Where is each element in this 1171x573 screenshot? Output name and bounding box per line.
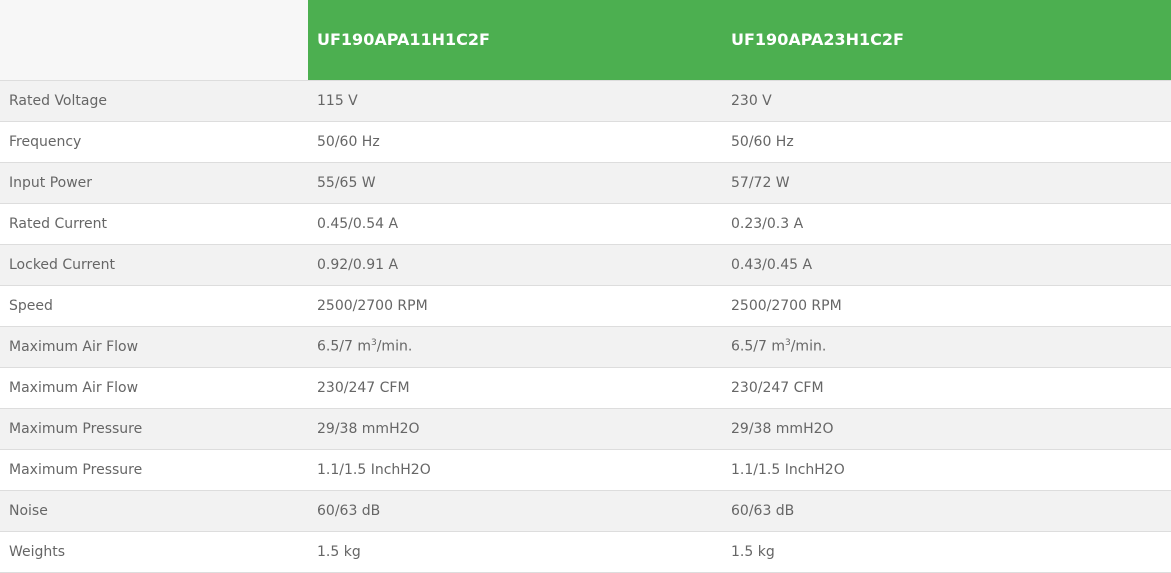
- cell-text: Maximum Pressure: [9, 461, 143, 478]
- cell-text: 1.5 kg: [317, 543, 361, 560]
- cell-text: 1.5 kg: [731, 543, 775, 560]
- table-row: Rated Voltage 115 V 230 V: [0, 79, 1171, 121]
- model-header: UF190APA11H1C2F: [308, 0, 722, 80]
- spec-value: 0.43/0.45 A: [722, 243, 1171, 285]
- spec-label: Weights: [0, 530, 308, 573]
- spec-value: 6.5/7 m3/min.: [722, 325, 1171, 367]
- spec-value: 230 V: [722, 79, 1171, 121]
- spec-value: 29/38 mmH2O: [308, 407, 722, 449]
- spec-label: Locked Current: [0, 243, 308, 285]
- header-row: UF190APA11H1C2F UF190APA23H1C2F: [0, 0, 1171, 80]
- cell-text: 230/247 CFM: [731, 379, 824, 396]
- cell-text: 0.43/0.45 A: [731, 256, 813, 273]
- spec-label: Speed: [0, 284, 308, 326]
- spec-value: 230/247 CFM: [722, 366, 1171, 408]
- spec-value: 0.45/0.54 A: [308, 202, 722, 244]
- cell-text: 29/38 mmH2O: [317, 420, 420, 437]
- spec-label: Maximum Air Flow: [0, 325, 308, 367]
- cell-text: Weights: [9, 543, 66, 560]
- cell-text: 29/38 mmH2O: [731, 420, 834, 437]
- cell-text: 2500/2700 RPM: [317, 297, 428, 314]
- spec-value: 29/38 mmH2O: [722, 407, 1171, 449]
- spec-value: 50/60 Hz: [308, 120, 722, 162]
- cell-text: Noise: [9, 502, 48, 519]
- cell-text: 1.1/1.5 InchH2O: [317, 461, 431, 478]
- table-row: Maximum Pressure 29/38 mmH2O 29/38 mmH2O: [0, 407, 1171, 449]
- cell-text: 0.92/0.91 A: [317, 256, 399, 273]
- spec-label: Noise: [0, 489, 308, 531]
- cell-text: Maximum Air Flow: [9, 379, 139, 396]
- cell-text: Rated Voltage: [9, 92, 107, 109]
- table-row: Speed 2500/2700 RPM 2500/2700 RPM: [0, 284, 1171, 326]
- spec-value: 57/72 W: [722, 161, 1171, 203]
- spec-value: 60/63 dB: [308, 489, 722, 531]
- spec-label: Input Power: [0, 161, 308, 203]
- spec-label: Frequency: [0, 120, 308, 162]
- model-header: UF190APA23H1C2F: [722, 0, 1171, 80]
- spec-label: Maximum Pressure: [0, 448, 308, 490]
- cell-text-tail: /min.: [790, 338, 827, 355]
- spec-value: 1.1/1.5 InchH2O: [308, 448, 722, 490]
- cell-text: 50/60 Hz: [317, 133, 380, 150]
- cell-text: 6.5/7 m: [317, 338, 371, 355]
- table-row: Input Power 55/65 W 57/72 W: [0, 161, 1171, 203]
- cell-text: 0.45/0.54 A: [317, 215, 399, 232]
- spec-value: 1.5 kg: [722, 530, 1171, 573]
- cell-text: 50/60 Hz: [731, 133, 794, 150]
- table-row: Locked Current 0.92/0.91 A 0.43/0.45 A: [0, 243, 1171, 285]
- cell-text: 60/63 dB: [731, 502, 795, 519]
- spec-value: 1.5 kg: [308, 530, 722, 573]
- cell-text-tail: /min.: [376, 338, 413, 355]
- spec-value: 2500/2700 RPM: [308, 284, 722, 326]
- cell-text: 1.1/1.5 InchH2O: [731, 461, 845, 478]
- cell-text: 0.23/0.3 A: [731, 215, 804, 232]
- cell-text: Rated Current: [9, 215, 108, 232]
- spec-value: 0.23/0.3 A: [722, 202, 1171, 244]
- superscript: 3: [370, 338, 377, 349]
- cell-text: 2500/2700 RPM: [731, 297, 842, 314]
- table-row: Rated Current 0.45/0.54 A 0.23/0.3 A: [0, 202, 1171, 244]
- cell-text: 57/72 W: [731, 174, 790, 191]
- spec-value: 230/247 CFM: [308, 366, 722, 408]
- cell-text: Maximum Air Flow: [9, 338, 139, 355]
- spec-value: 60/63 dB: [722, 489, 1171, 531]
- spec-label: Rated Current: [0, 202, 308, 244]
- spec-value: 0.92/0.91 A: [308, 243, 722, 285]
- cell-text: 115 V: [317, 92, 358, 109]
- cell-text: 60/63 dB: [317, 502, 381, 519]
- spec-value: 6.5/7 m3/min.: [308, 325, 722, 367]
- superscript: 3: [784, 338, 791, 349]
- cell-text: Locked Current: [9, 256, 115, 273]
- spec-value: 2500/2700 RPM: [722, 284, 1171, 326]
- table-row: Noise 60/63 dB 60/63 dB: [0, 489, 1171, 531]
- cell-text: Speed: [9, 297, 53, 314]
- cell-text: Frequency: [9, 133, 82, 150]
- cell-text: Maximum Pressure: [9, 420, 143, 437]
- spec-label: Maximum Air Flow: [0, 366, 308, 408]
- spec-value: 115 V: [308, 79, 722, 121]
- spec-value: 1.1/1.5 InchH2O: [722, 448, 1171, 490]
- table-row: Maximum Air Flow 6.5/7 m3/min. 6.5/7 m3/mi…: [0, 325, 1171, 367]
- cell-text: 230/247 CFM: [317, 379, 410, 396]
- table-row: Frequency 50/60 Hz 50/60 Hz: [0, 120, 1171, 162]
- spec-label: Rated Voltage: [0, 79, 308, 121]
- header-blank-cell: [0, 0, 308, 80]
- table-row: Maximum Pressure 1.1/1.5 InchH2O 1.1/1.5 I…: [0, 448, 1171, 490]
- table-row: Maximum Air Flow 230/247 CFM 230/247 CFM: [0, 366, 1171, 408]
- spec-value: 50/60 Hz: [722, 120, 1171, 162]
- cell-text: 6.5/7 m: [731, 338, 785, 355]
- cell-text: 230 V: [731, 92, 772, 109]
- spec-label: Maximum Pressure: [0, 407, 308, 449]
- cell-text: Input Power: [9, 174, 93, 191]
- spec-value: 55/65 W: [308, 161, 722, 203]
- cell-text: 55/65 W: [317, 174, 376, 191]
- table-row: Weights 1.5 kg 1.5 kg: [0, 530, 1171, 573]
